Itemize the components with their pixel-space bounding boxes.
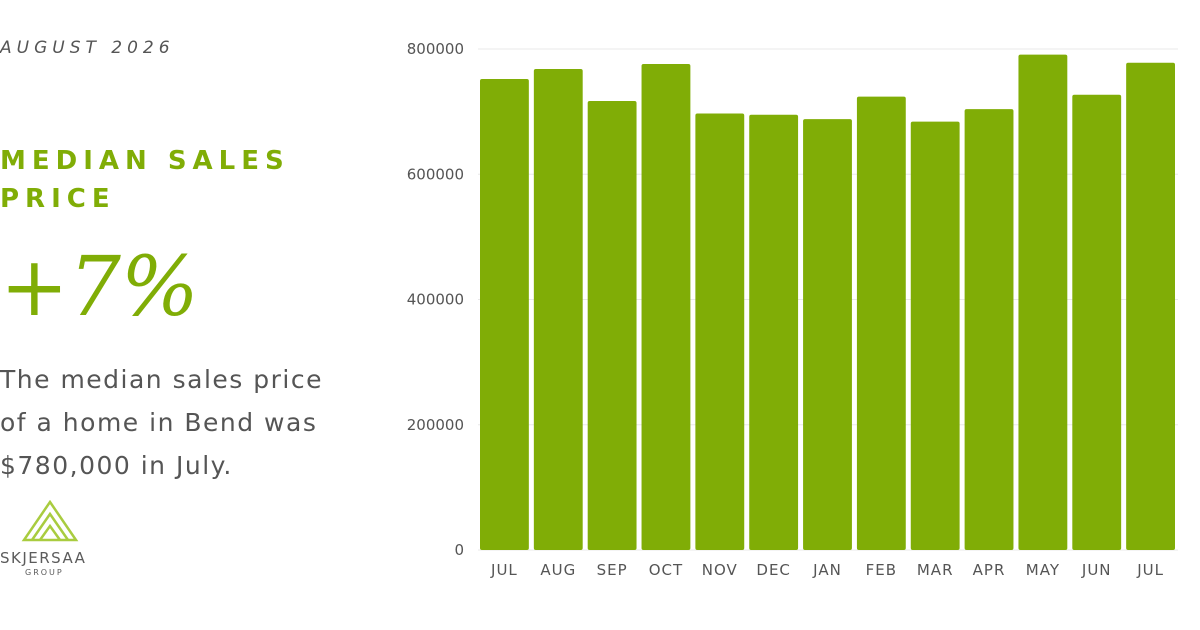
change-value: +7% bbox=[0, 240, 199, 335]
y-tick-label: 600000 bbox=[407, 165, 464, 183]
x-tick-label: JUL bbox=[1136, 561, 1164, 579]
x-tick-label: OCT bbox=[649, 561, 683, 579]
bar bbox=[803, 119, 852, 550]
triangle-logo-icon bbox=[21, 500, 79, 542]
x-tick-label: MAY bbox=[1026, 561, 1060, 579]
y-tick-label: 400000 bbox=[407, 291, 464, 309]
x-tick-label: JUN bbox=[1081, 561, 1112, 579]
bar bbox=[1018, 54, 1068, 550]
y-axis-labels: 800000 600000 400000 200000 0 bbox=[407, 40, 464, 559]
bar bbox=[964, 109, 1014, 551]
x-tick-label: NOV bbox=[702, 561, 738, 579]
bar bbox=[1072, 94, 1122, 550]
date-label: AUGUST 2026 bbox=[0, 38, 175, 58]
x-tick-label: MAR bbox=[917, 561, 954, 579]
x-tick-label: DEC bbox=[756, 561, 791, 579]
x-tick-label: JUL bbox=[490, 561, 518, 579]
brand-subtitle: GROUP bbox=[25, 568, 64, 577]
x-tick-label: APR bbox=[973, 561, 1006, 579]
bar bbox=[910, 121, 960, 551]
bar bbox=[641, 64, 691, 550]
x-tick-label: AUG bbox=[540, 561, 576, 579]
bar bbox=[856, 96, 906, 550]
median-price-bar-chart: 800000 600000 400000 200000 0 JUL AUG SEP OCT NO… bbox=[407, 40, 1178, 579]
x-tick-label: FEB bbox=[866, 561, 897, 579]
bar bbox=[480, 79, 529, 550]
y-tick-label: 800000 bbox=[407, 40, 464, 58]
y-tick-label: 0 bbox=[454, 541, 464, 559]
x-axis-labels: JUL AUG SEP OCT NOV DEC JAN FEB MAR APR MAY JUN JUL bbox=[490, 561, 1164, 579]
summary-text: The median sales price of a home in Bend… bbox=[0, 365, 323, 480]
x-tick-label: JAN bbox=[812, 561, 842, 579]
bar bbox=[695, 113, 745, 550]
x-tick-label: SEP bbox=[597, 561, 628, 579]
headline: MEDIAN SALES PRICE bbox=[0, 146, 290, 214]
bar bbox=[749, 114, 799, 550]
bar bbox=[587, 100, 637, 550]
y-tick-label: 200000 bbox=[407, 416, 464, 434]
brand-name: SKJERSAA bbox=[0, 549, 87, 567]
bar bbox=[1126, 62, 1175, 551]
chart-bars bbox=[480, 54, 1175, 551]
bar bbox=[533, 69, 583, 550]
